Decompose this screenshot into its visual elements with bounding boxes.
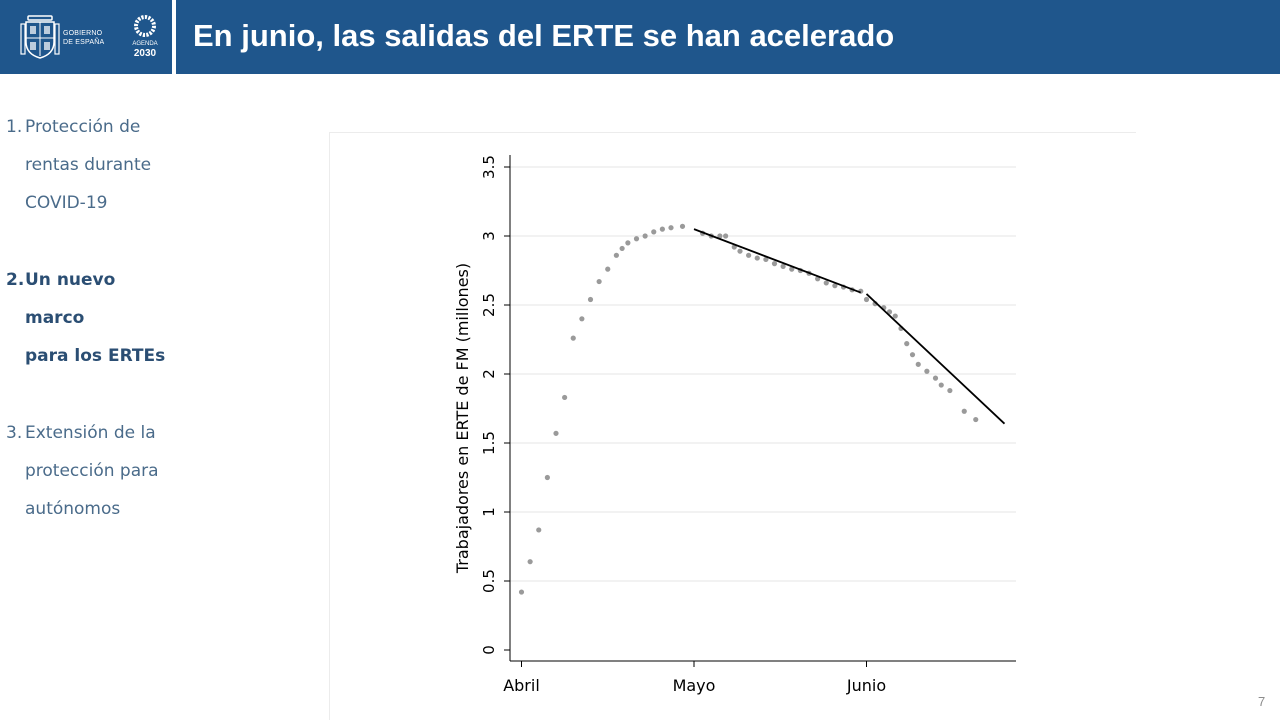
agenda-2030-ring-icon [134,15,156,37]
data-point [763,256,769,263]
data-point [579,316,585,322]
page-title: En junio, las salidas del ERTE se han ac… [193,18,895,53]
data-point [863,296,870,303]
sidebar-item-number: 2. [6,270,25,290]
sidebar-item-label-line: protección para [25,461,159,481]
sidebar-item-label-line: Un nuevo marco [25,270,116,328]
data-point [909,352,916,358]
sidebar-spacer [6,375,186,414]
sidebar-item-label: Un nuevo marco para los ERTEs [25,261,175,375]
data-point [651,229,657,235]
agenda-2030-logo: AGENDA 2030 [128,14,162,62]
sidebar-item-label: Protección de rentas durante COVID-19 [25,108,175,222]
data-point [625,240,631,246]
data-point [932,375,939,381]
header-logo-block: GOBIERNO DE ESPAÑA AGENDA 2030 [0,0,172,74]
y-tick-label: 0 [480,645,498,655]
data-point [973,416,979,423]
data-point [596,278,602,285]
trend-line [865,293,1006,425]
sidebar-item-label: Extensión de la protección para autónomo… [25,414,175,528]
logo-gov-line2: DE ESPAÑA [63,39,105,46]
agenda-year: 2030 [133,48,157,59]
data-point [832,283,838,289]
data-point [642,233,648,239]
data-point [823,280,829,286]
sidebar-spacer [6,222,186,261]
data-point [553,430,559,436]
data-point [570,335,576,341]
sidebar-item-label-line: COVID-19 [25,193,108,213]
y-tick-label: 2.5 [480,293,498,317]
data-point [562,394,568,401]
data-point [717,233,723,239]
data-point [633,236,640,242]
data-point [619,245,625,252]
sidebar-item-label-line: rentas durante [25,155,152,175]
data-point [780,263,786,269]
coat-of-arms-icon [20,15,60,59]
data-point [915,361,921,367]
y-axis-title: Trabajadores en ERTE de FM (millones) [453,263,472,574]
data-point [892,313,898,319]
data-point [527,559,533,565]
y-tick-label: 3.5 [480,155,498,179]
sidebar-item-proteccion-rentas[interactable]: 1. Protección de rentas durante COVID-19 [6,108,186,222]
data-point [668,225,674,231]
y-tick-label: 0.5 [480,569,498,593]
sidebar-item-label-line: para los ERTEs [25,346,166,366]
data-point [518,589,525,595]
sidebar-item-extension-autonomos[interactable]: 3. Extensión de la protección para autón… [6,414,186,528]
data-point [938,382,944,388]
x-tick-label: Junio [846,676,886,695]
sidebar-item-number: 1. [6,117,23,137]
data-point [605,266,611,272]
data-point [754,255,760,261]
data-point [924,368,930,374]
y-tick-label: 1.5 [480,431,498,455]
sidebar-item-nuevo-marco-ertes[interactable]: 2. Un nuevo marco para los ERTEs [6,261,186,375]
data-point [659,226,665,232]
data-point [737,248,743,254]
logo-gov-line1: GOBIERNO [63,30,103,37]
data-point [723,233,729,239]
page-number: 7 [1258,694,1266,709]
y-tick-label: 2 [480,369,498,379]
sidebar-item-label-line: Protección de [25,117,141,137]
data-point [544,474,550,481]
x-tick-label: Abril [503,676,540,695]
erte-scatter-chart: 0 0.5 1 1.5 2 2.5 3 3.5 Abril Mayo Junio Trabajador… [453,155,1016,695]
data-point [613,252,619,258]
sidebar-item-label-line: Extensión de la [25,423,156,443]
sidebar-item-number: 3. [6,423,23,443]
gobierno-de-espana-logo-text: GOBIERNO DE ESPAÑA [63,29,104,47]
data-point [961,408,967,414]
x-tick-label: Mayo [673,676,716,695]
sidebar-item-label-line: autónomos [25,499,121,519]
header-title-bar: En junio, las salidas del ERTE se han ac… [176,0,1280,74]
data-point [679,223,686,229]
y-tick-label: 1 [480,507,498,517]
trend-line [693,228,862,294]
data-point [947,387,953,394]
data-point [771,261,778,267]
chart-container: 0 0.5 1 1.5 2 2.5 3 3.5 Abril Mayo Junio Trabajador… [329,132,1136,720]
agenda-label: AGENDA [132,41,158,47]
sidebar-nav: 1. Protección de rentas durante COVID-19… [6,108,186,528]
data-point [536,527,542,533]
data-point [587,296,594,303]
data-point [746,252,752,258]
data-point [789,266,795,272]
y-tick-label: 3 [480,231,498,241]
data-point [904,341,910,347]
